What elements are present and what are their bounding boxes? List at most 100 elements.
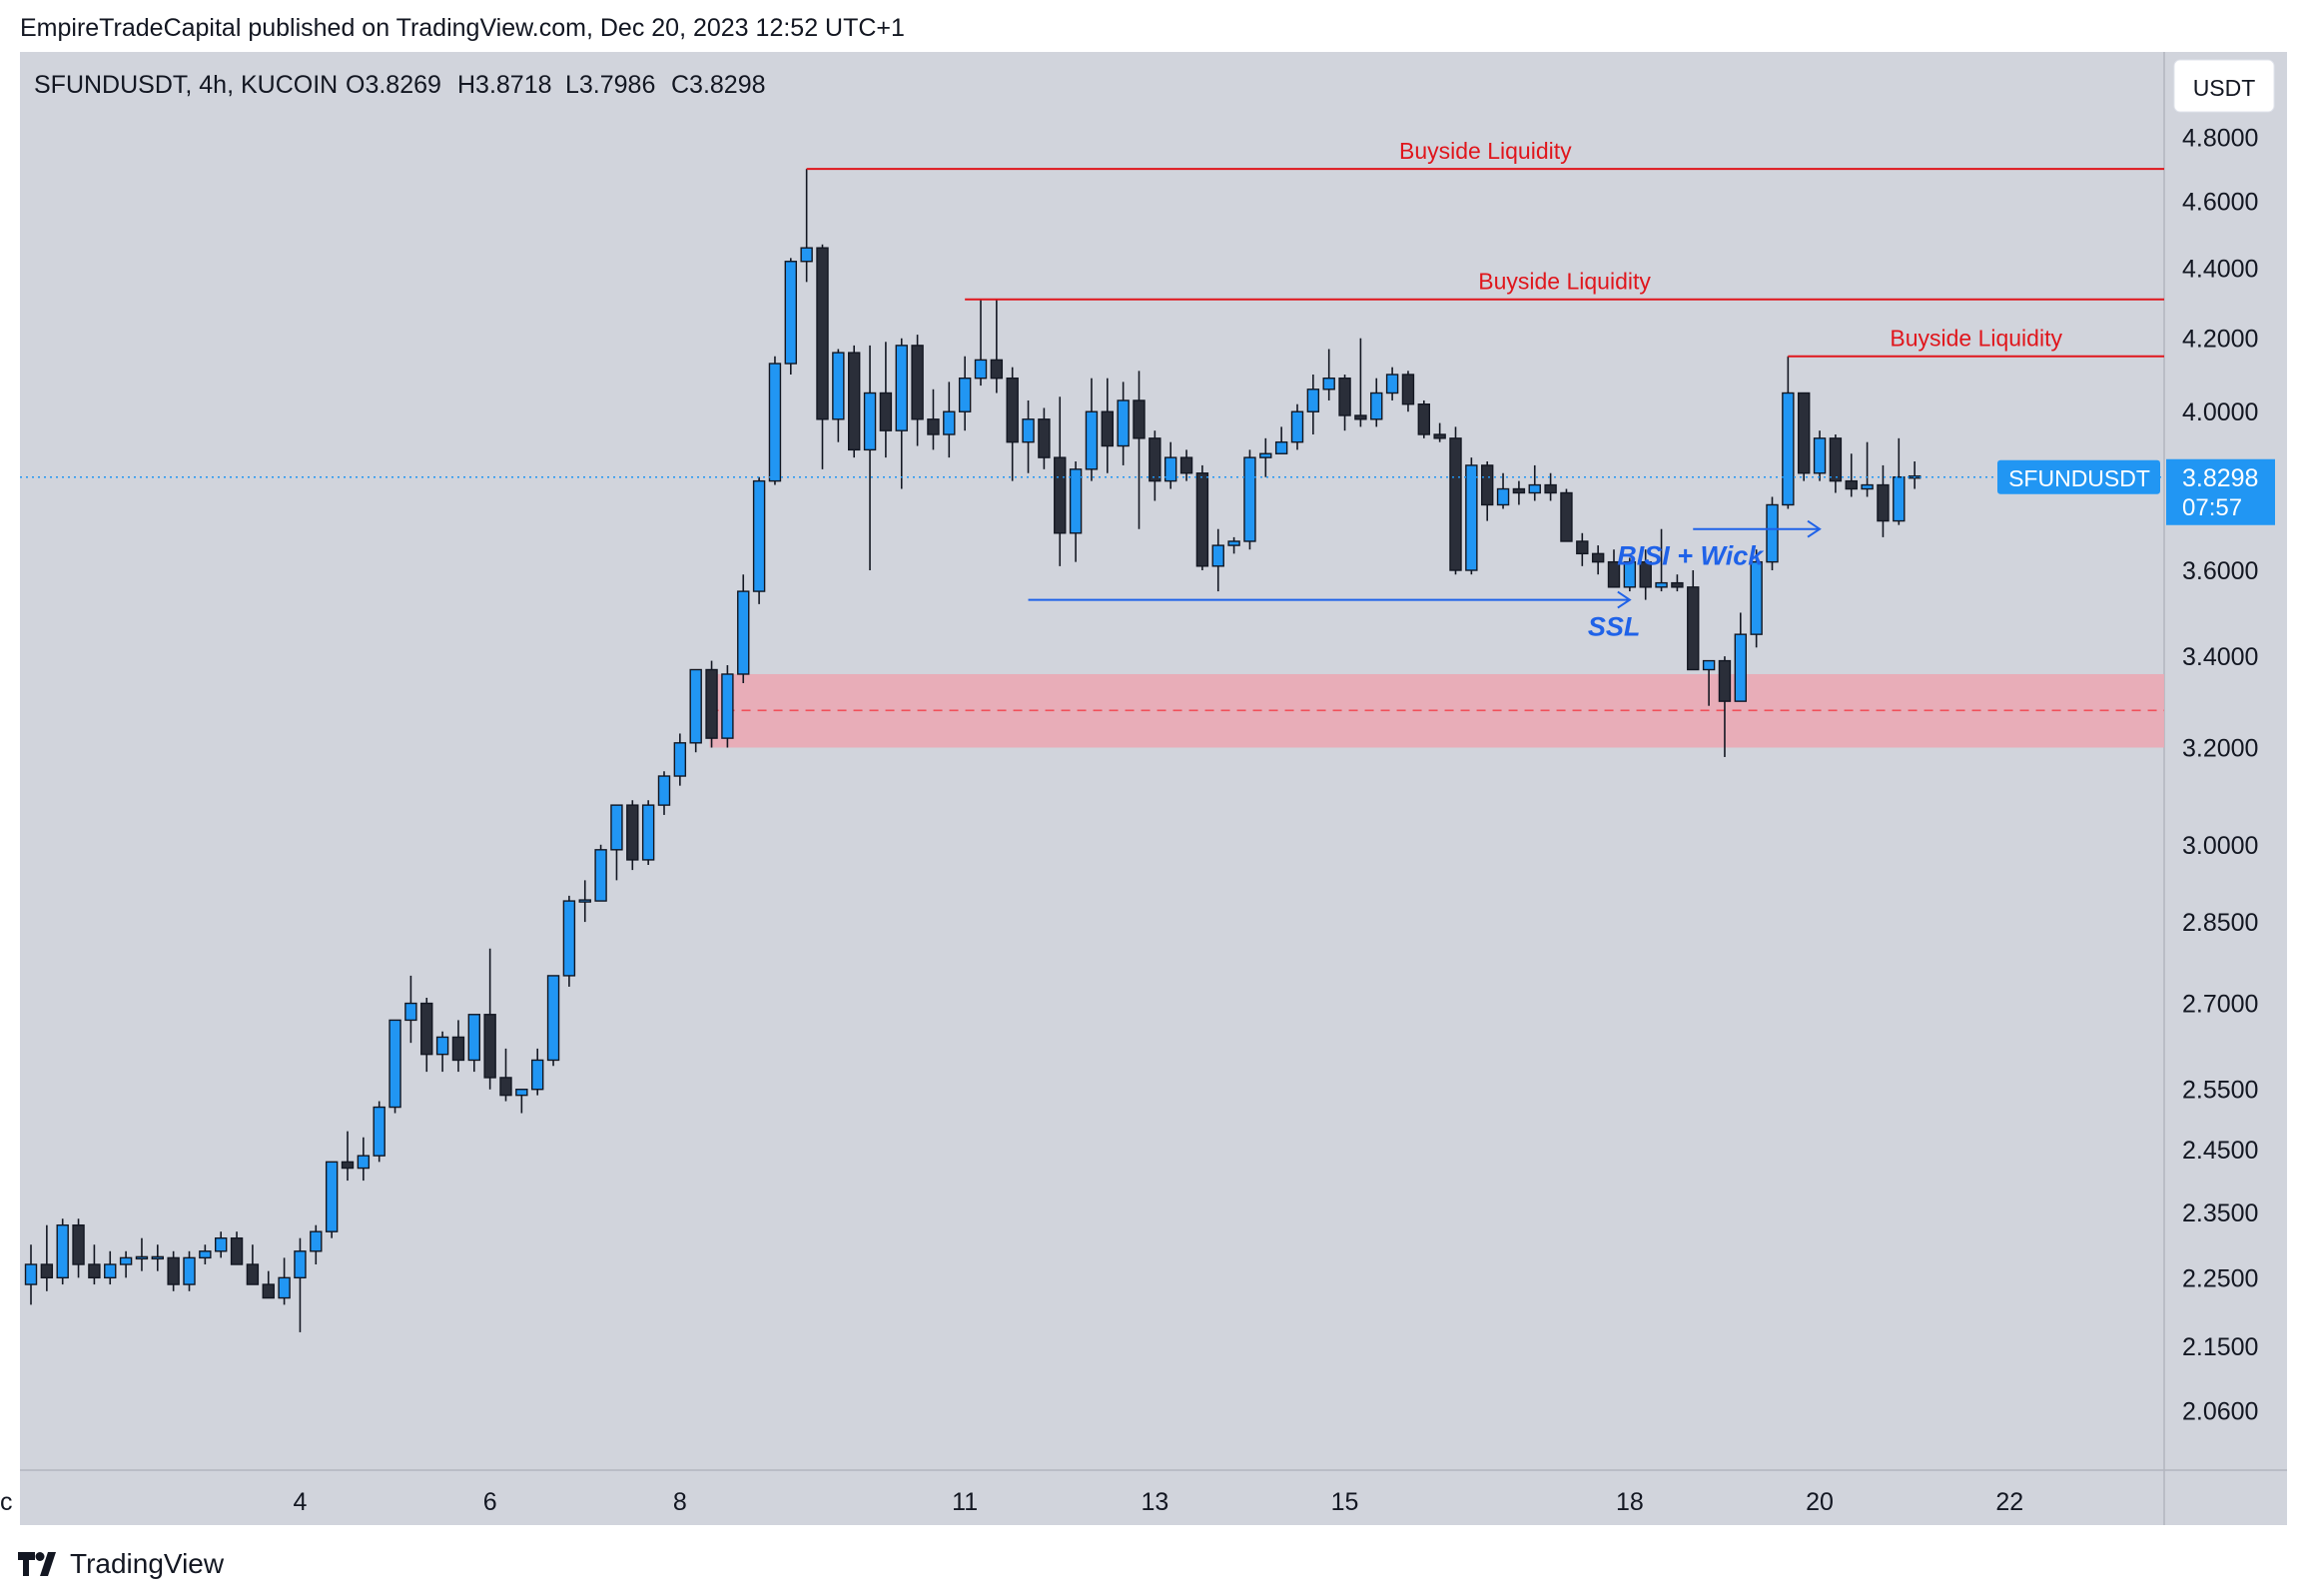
candle: [578, 880, 591, 923]
candle-body: [1496, 487, 1510, 506]
candle: [1782, 356, 1795, 509]
candle-body: [641, 804, 655, 861]
y-tick-label: 3.0000: [2182, 832, 2258, 860]
candle-body: [119, 1256, 133, 1265]
candle-body: [56, 1223, 69, 1279]
symbol-tag-label: SFUNDUSDT: [2008, 465, 2150, 491]
candle: [151, 1244, 165, 1271]
candle: [1813, 430, 1827, 481]
candle-body: [230, 1236, 244, 1265]
candle-body: [1038, 418, 1051, 458]
candle: [1006, 367, 1019, 481]
candle-body: [1623, 560, 1637, 588]
candle: [1607, 549, 1621, 588]
tradingview-logo[interactable]: TradingView: [18, 1546, 224, 1582]
candle-body: [1782, 392, 1795, 506]
candle-body: [1813, 437, 1827, 474]
publisher-line: EmpireTradeCapital published on TradingV…: [20, 14, 905, 42]
y-tick-label: 4.8000: [2182, 124, 2258, 152]
last-price-badge[interactable]: [2166, 458, 2275, 525]
candle-body: [72, 1223, 85, 1265]
candle: [1480, 461, 1494, 521]
candle: [958, 356, 972, 431]
candle-body: [673, 742, 687, 777]
candle-body: [610, 804, 623, 851]
candle-body: [420, 1002, 433, 1056]
candle: [1401, 371, 1415, 412]
candle: [594, 844, 607, 902]
candle: [721, 665, 734, 748]
candle-body: [341, 1161, 355, 1170]
y-tick-label: 3.2000: [2182, 735, 2258, 763]
candle: [214, 1231, 228, 1258]
candle: [784, 258, 797, 376]
symbol-tag[interactable]: [1997, 459, 2160, 494]
candle-body: [1861, 483, 1874, 490]
price-axis[interactable]: 4.8000 4.6000 4.4000 4.2000 4.0000 3.6000 3.40…: [2166, 124, 2275, 1425]
candle: [531, 1048, 544, 1096]
candle-body: [1195, 472, 1209, 567]
candle: [1639, 549, 1652, 600]
candle: [943, 382, 956, 458]
candle: [341, 1131, 355, 1182]
candle: [1274, 426, 1288, 454]
candle-body: [911, 345, 924, 420]
candle: [990, 299, 1004, 394]
candle-body: [483, 1014, 496, 1079]
candle-body: [246, 1263, 260, 1285]
discount-zone: [709, 673, 2164, 748]
candle: [72, 1218, 85, 1278]
candle-body: [1560, 491, 1573, 542]
candle-body: [1022, 418, 1035, 443]
candle-body: [705, 668, 718, 739]
candle-body: [1417, 403, 1431, 435]
candle: [1195, 464, 1209, 571]
candle: [1734, 612, 1748, 702]
candle: [705, 660, 718, 748]
y-tick-label: 2.2500: [2182, 1264, 2258, 1292]
candle-body: [1687, 586, 1700, 671]
candle-body: [1322, 377, 1335, 391]
candle: [1259, 437, 1272, 477]
candle-body: [737, 590, 750, 675]
last-price-value: 3.8298: [2182, 464, 2258, 492]
candle-body: [1591, 552, 1605, 563]
x-tick-label: 18: [1616, 1488, 1644, 1516]
candle: [895, 338, 908, 489]
currency-button[interactable]: USDT: [2173, 59, 2275, 113]
candle: [1211, 528, 1224, 592]
candle-body: [1718, 659, 1732, 702]
candle-body: [752, 479, 766, 592]
candle: [1101, 378, 1115, 473]
x-tick-label: 15: [1331, 1488, 1359, 1516]
candle-body: [1338, 377, 1351, 416]
candle-body: [1576, 540, 1589, 555]
candle: [1385, 367, 1399, 400]
candle: [1512, 480, 1526, 505]
chart-symbol-header: SFUNDUSDT, 4h, KUCOIN: [34, 71, 338, 99]
candle-body: [1179, 456, 1193, 474]
candle-body: [1306, 389, 1320, 412]
candle-body: [1370, 392, 1383, 420]
candle: [435, 1031, 449, 1073]
x-tick-label: 22: [1995, 1488, 2023, 1516]
y-tick-label: 2.5500: [2182, 1077, 2258, 1105]
candle: [1433, 422, 1446, 442]
y-tick-label: 4.4000: [2182, 256, 2258, 284]
candle: [246, 1244, 260, 1285]
candle: [1322, 349, 1335, 400]
time-axis[interactable]: ec 4 6 8 11 13 15 18 20 22: [0, 1488, 2023, 1516]
candle-body: [1054, 456, 1067, 534]
candle: [1877, 464, 1890, 537]
y-tick-label: 2.7000: [2182, 991, 2258, 1019]
x-tick-label: 20: [1806, 1488, 1834, 1516]
candle: [848, 345, 861, 458]
candle: [1750, 549, 1763, 648]
buyside-label: Buyside Liquidity: [1399, 138, 1572, 164]
candle-body: [578, 899, 591, 903]
candle-body: [1702, 659, 1716, 671]
candle: [88, 1244, 101, 1285]
candle-body: [1163, 456, 1177, 482]
x-tick-label: 13: [1141, 1488, 1168, 1516]
